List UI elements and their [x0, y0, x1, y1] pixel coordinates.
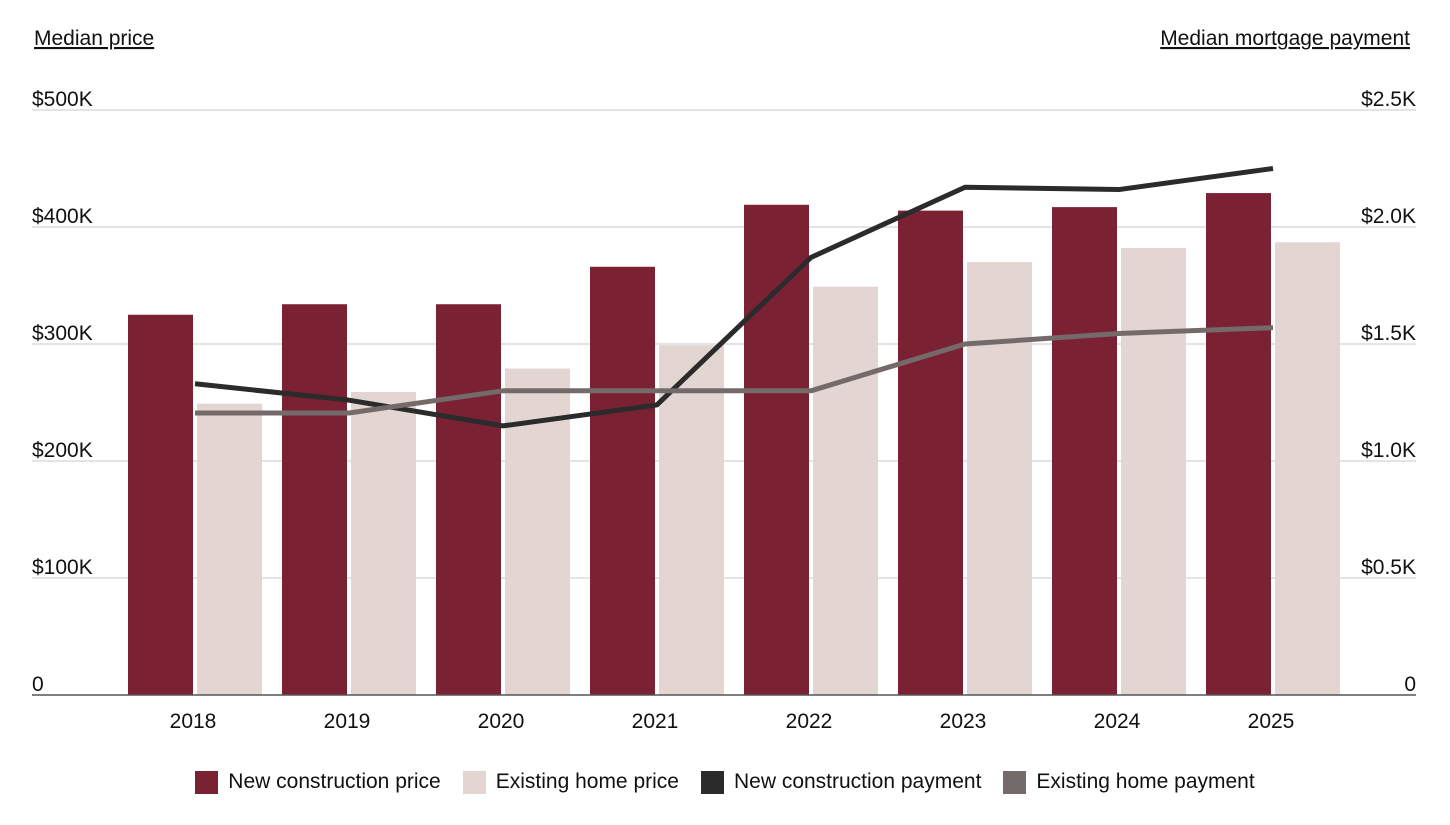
legend-swatch [195, 770, 219, 794]
legend-label: New construction price [228, 770, 441, 793]
right-tick-label: $1.0K [1361, 439, 1416, 462]
right-tick-label: $0.5K [1361, 556, 1416, 579]
line-series-group [194, 166, 1274, 429]
line-new-construction-payment [194, 166, 1274, 429]
bar-new-construction-price-2023 [898, 210, 963, 695]
line-existing-home-payment [195, 325, 1274, 416]
legend-item-existing-home-price: Existing home price [462, 770, 679, 794]
bar-new-construction-price-2022 [744, 204, 809, 695]
bar-new-construction-price-2021 [590, 266, 655, 695]
legend-label: New construction payment [733, 770, 982, 793]
bar-new-construction-price-2025 [1206, 193, 1271, 695]
bar-existing-home-price-2023 [967, 262, 1032, 695]
left-tick-label: 0 [32, 673, 44, 696]
right-tick-label: $2.5K [1361, 88, 1416, 111]
bar-existing-home-price-2022 [813, 286, 878, 695]
bar-new-construction-price-2019 [282, 304, 347, 695]
bar-new-construction-price-2020 [436, 304, 501, 695]
legend-swatch [1003, 770, 1027, 794]
bar-new-construction-price-2024 [1052, 207, 1117, 696]
axes-group: 0 0 $100K $0.5K $200K $1.0K $300K $1.5K $400K $2.… [32, 88, 1416, 733]
left-tick-label: $300K [32, 322, 93, 345]
right-tick-label: 0 [1404, 673, 1416, 696]
bar-series-group [128, 193, 1340, 696]
right-axis-title: Median mortgage payment [1160, 27, 1410, 50]
right-tick-label: $2.0K [1361, 205, 1416, 228]
chart-canvas: 0 0 $100K $0.5K $200K $1.0K $300K $1.5K $400K $2.… [32, 27, 1416, 733]
x-tick-label: 2023 [940, 710, 987, 733]
bar-new-construction-price-2018 [128, 314, 193, 695]
right-tick-label: $1.5K [1361, 322, 1416, 345]
legend-item-new-construction-price: New construction price [195, 770, 441, 794]
x-tick-label: 2024 [1094, 710, 1141, 733]
bar-existing-home-price-2018 [197, 403, 262, 695]
left-tick-label: $500K [32, 88, 93, 111]
legend-label: Existing home price [495, 770, 679, 793]
x-tick-label: 2018 [170, 710, 217, 733]
left-tick-label: $200K [32, 439, 93, 462]
legend-swatch [700, 770, 724, 794]
bar-existing-home-price-2021 [659, 345, 724, 695]
x-tick-label: 2021 [632, 710, 679, 733]
x-tick-label: 2022 [786, 710, 833, 733]
legend-swatch [462, 770, 486, 794]
x-tick-label: 2019 [324, 710, 371, 733]
legend: New construction price Existing home pri… [0, 770, 1450, 794]
left-axis-title: Median price [34, 27, 154, 50]
x-tick-label: 2025 [1248, 710, 1295, 733]
x-tick-label: 2020 [478, 710, 525, 733]
legend-item-existing-home-payment: Existing home payment [1003, 770, 1255, 794]
bar-existing-home-price-2025 [1275, 242, 1340, 695]
left-tick-label: $100K [32, 556, 93, 579]
legend-item-new-construction-payment: New construction payment [700, 770, 982, 794]
bar-existing-home-price-2024 [1121, 248, 1186, 695]
legend-label: Existing home payment [1036, 770, 1255, 793]
bar-existing-home-price-2019 [351, 391, 416, 695]
left-tick-label: $400K [32, 205, 93, 228]
